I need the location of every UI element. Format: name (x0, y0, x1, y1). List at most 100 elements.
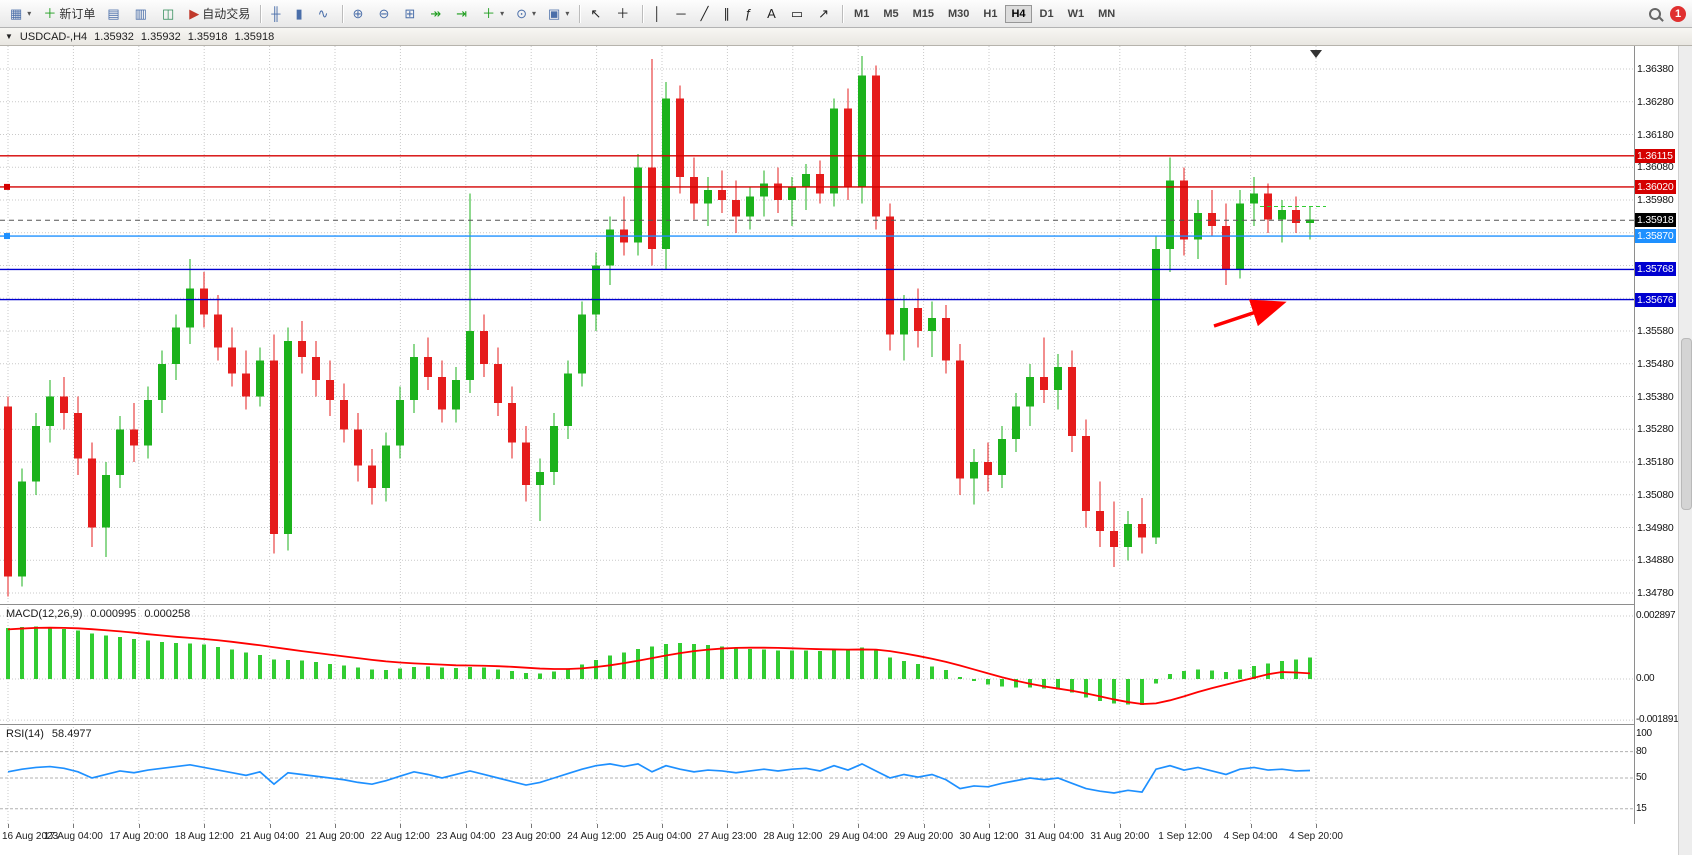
right-scrollbar[interactable] (1678, 28, 1692, 855)
rsi-panel[interactable] (0, 724, 1634, 824)
data-window-glyph: ◫ (161, 6, 175, 21)
macd-header: MACD(12,26,9) 0.000995 0.000258 (6, 608, 190, 620)
auto-trading-button[interactable]: ▶ 自动交易 (184, 2, 255, 26)
time-axis-label: 29 Aug 20:00 (894, 831, 954, 842)
auto-scroll-icon[interactable]: ↠ (425, 2, 449, 26)
text-icon[interactable]: A (762, 2, 784, 26)
toolbar-separator (260, 4, 262, 23)
charts-profile-icon[interactable]: ▤ (102, 2, 127, 26)
timeframe-MN[interactable]: MN (1098, 7, 1116, 20)
new-order-button[interactable]: ＋新订单 (38, 2, 100, 26)
line-handle[interactable] (4, 183, 10, 190)
tile-windows-icon[interactable]: ⊞ (399, 2, 423, 26)
zoom-in-icon[interactable]: ⊕ (348, 2, 372, 26)
rsi-label: RSI(14) (6, 728, 44, 740)
timeframe-M15[interactable]: M15 (912, 7, 934, 20)
time-axis-tick (1185, 824, 1187, 828)
rsi-panel-separator[interactable] (0, 724, 1678, 725)
zoom-out-icon[interactable]: ⊖ (373, 2, 397, 26)
macd-panel-separator[interactable] (0, 604, 1678, 605)
indicators-icon[interactable]: ＋ ▾ (477, 2, 509, 26)
price-axis-label: 1.35580 (1637, 325, 1674, 337)
time-axis-tick (1054, 824, 1056, 828)
cursor-icon[interactable]: ↖ (585, 2, 609, 26)
timeframe-H4[interactable]: H4 (1005, 4, 1032, 23)
chart-shift-icon[interactable]: ⇥ (451, 2, 475, 26)
arrow-annotation[interactable] (1213, 299, 1287, 328)
price-chart[interactable] (0, 46, 1634, 604)
text-label-icon[interactable]: ▭ (786, 2, 811, 26)
timeframe-M30[interactable]: M30 (948, 7, 970, 20)
line-chart-mode-glyph: ∿ (317, 6, 329, 21)
vertical-line-icon[interactable]: │ (648, 2, 669, 26)
bar-chart-mode-icon[interactable]: ╫ (266, 2, 288, 26)
rsi-axis-label: 80 (1636, 745, 1647, 757)
toolbar: ▦ ▾ ＋新订单 ▤ ▥ ◫ ▶ 自动交易 ╫ ▮ ∿ ⊕ ⊖ ⊞ ↠ ⇥ ＋ ▾ ⊙ ▾ ▣ ▾ ↖ ＋ │ ─ ╱ ∥ ƒ A ▭ ↗ M1… (0, 0, 1692, 28)
time-axis-tick (792, 824, 794, 828)
time-axis-tick (1119, 824, 1121, 828)
candlestick-mode-icon[interactable]: ▮ (290, 2, 310, 26)
trendline-icon[interactable]: ╱ (696, 2, 717, 26)
text-glyph: A (767, 6, 776, 21)
timeframe-W1[interactable]: W1 (1067, 7, 1085, 20)
timeframe-D1[interactable]: D1 (1039, 7, 1054, 20)
time-axis-label: 21 Aug 04:00 (240, 831, 300, 842)
arrows-icon[interactable]: ↗ (813, 2, 837, 26)
scrollbar-thumb[interactable] (1681, 338, 1692, 510)
time-axis-label: 23 Aug 04:00 (436, 831, 496, 842)
periods-icon[interactable]: ⊙ ▾ (511, 2, 541, 26)
grid (0, 46, 1634, 604)
candlestick-mode-glyph: ▮ (295, 6, 303, 21)
crosshair-icon[interactable]: ＋ (611, 2, 637, 26)
fibonacci-icon[interactable]: ƒ (740, 2, 760, 26)
market-watch-icon[interactable]: ▥ (130, 2, 155, 26)
time-axis-label: 22 Aug 12:00 (370, 831, 430, 842)
horizontal-line-glyph: ─ (676, 6, 686, 21)
chart-title-symbol: USDCAD-,H4 (19, 30, 88, 43)
timeframe-M5[interactable]: M5 (883, 7, 899, 20)
toolbar-separator (341, 4, 343, 23)
charts-profile-glyph: ▤ (107, 6, 120, 21)
hline-price-badge: 1.36115 (1635, 148, 1675, 163)
price-axis-label: 1.36180 (1637, 128, 1674, 141)
macd-axis-label: 0.00 (1636, 673, 1655, 684)
macd-axis-label: 0.002897 (1636, 609, 1676, 621)
time-axis-tick (269, 824, 271, 828)
time-axis-label: 25 Aug 04:00 (632, 831, 692, 842)
time-axis[interactable]: 16 Aug 2023 17 Aug 04:00 17 Aug 20:00 18 Au… (0, 824, 1678, 855)
time-axis-label: 28 Aug 12:00 (763, 831, 823, 842)
macd-panel[interactable] (0, 604, 1634, 724)
time-axis-tick (138, 824, 140, 828)
equidistant-channel-icon[interactable]: ∥ (718, 2, 738, 26)
templates-icon[interactable]: ▣ ▾ (543, 2, 574, 26)
hline-price-badge: 1.35768 (1635, 262, 1676, 277)
time-axis-tick (596, 824, 598, 828)
price-axis[interactable]: 1.36380 1.36280 1.36180 1.36080 1.35980 1.358… (1634, 46, 1679, 824)
notification-badge[interactable]: 1 (1670, 6, 1686, 22)
time-axis-label: 24 Aug 12:00 (567, 831, 627, 842)
line-chart-mode-icon[interactable]: ∿ (313, 2, 337, 26)
auto-trading-glyph: ▶ (189, 6, 200, 21)
time-axis-tick (8, 824, 9, 828)
toolbar-buttons: ▦ ▾ ＋新订单 ▤ ▥ ◫ ▶ 自动交易 ╫ ▮ ∿ ⊕ ⊖ ⊞ ↠ ⇥ ＋ ▾ ⊙ ▾ ▣ ▾ ↖ ＋ │ ─ ╱ ∥ ƒ A ▭ ↗ M1… (0, 0, 1692, 27)
market-watch-glyph: ▥ (134, 6, 147, 21)
new-chart-icon[interactable]: ▦ ▾ (5, 2, 36, 26)
chart-menu-caret-icon[interactable]: ▼ (5, 32, 13, 41)
line-handle[interactable] (4, 233, 10, 240)
time-axis-label: 1 Sep 12:00 (1158, 831, 1213, 842)
hline-price-badge: 1.35676 (1635, 292, 1676, 307)
search-icon[interactable] (1648, 7, 1664, 22)
time-axis-label: 16 Aug 2023 (2, 831, 59, 842)
zoom-in-glyph: ⊕ (352, 6, 364, 21)
chart-shift-marker[interactable] (1310, 50, 1322, 58)
toolbar-separator (842, 4, 844, 23)
price-axis-label: 1.36380 (1637, 63, 1674, 75)
data-window-icon[interactable]: ◫ (157, 2, 182, 26)
zoom-out-glyph: ⊖ (378, 6, 390, 21)
fibonacci-glyph: ƒ (744, 6, 753, 21)
timeframe-H1[interactable]: H1 (983, 7, 998, 20)
horizontal-line-icon[interactable]: ─ (671, 2, 693, 26)
price-axis-label: 1.35380 (1637, 390, 1674, 403)
timeframe-M1[interactable]: M1 (854, 7, 870, 20)
search-handle (1658, 15, 1664, 22)
